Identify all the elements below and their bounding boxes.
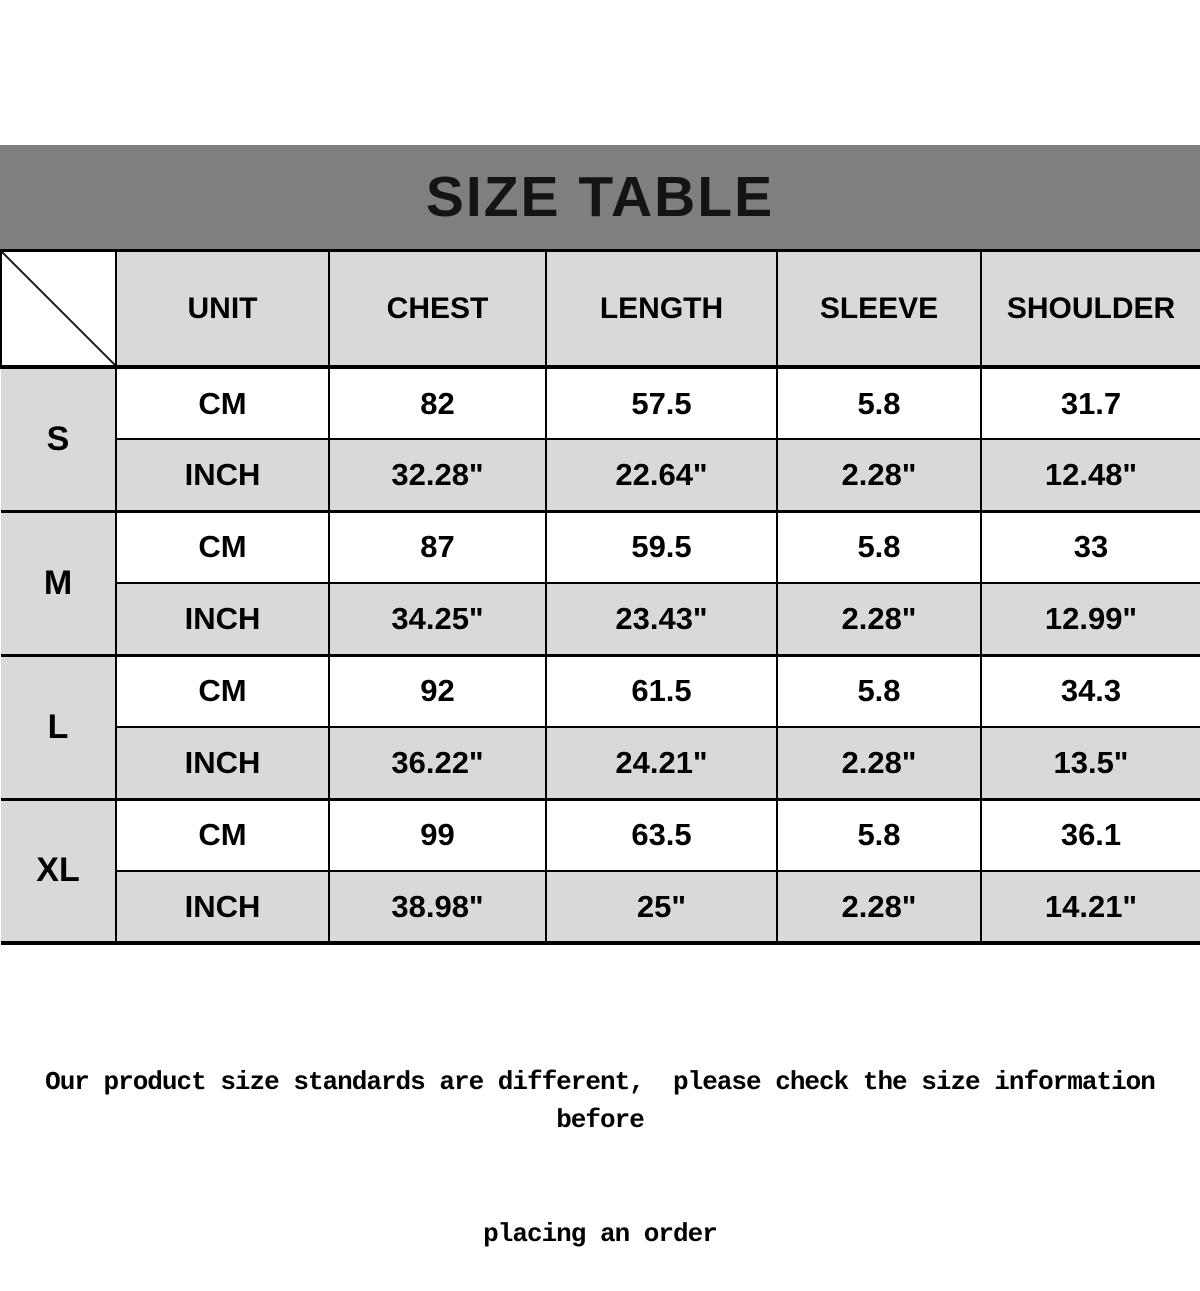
unit-cell: CM (115, 653, 330, 728)
col-header-sleeve: SLEEVE (776, 249, 982, 369)
length-cell: 61.5 (545, 653, 778, 728)
title-band: SIZE TABLE (0, 145, 1200, 249)
size-label-l: L (1, 653, 117, 800)
sleeve-cell: 5.8 (776, 797, 982, 872)
unit-cell: INCH (115, 438, 330, 512)
shoulder-cell: 12.99" (980, 582, 1200, 656)
row-l-cm: L CM 92 61.5 5.8 34.3 (1, 653, 1200, 800)
chest-cell: 38.98" (328, 870, 547, 945)
unit-cell: CM (115, 365, 330, 440)
chest-cell: 92 (328, 653, 547, 728)
col-header-chest: CHEST (328, 249, 547, 369)
size-label-m: M (1, 509, 117, 656)
unit-cell: INCH (115, 582, 330, 656)
shoulder-cell: 13.5" (980, 726, 1200, 800)
sleeve-cell: 2.28" (776, 438, 982, 512)
col-header-shoulder: SHOULDER (980, 249, 1200, 369)
row-xl-cm: XL CM 99 63.5 5.8 36.1 (1, 797, 1200, 945)
chest-cell: 82 (328, 365, 547, 440)
sleeve-cell: 5.8 (776, 365, 982, 440)
row-l-inch: INCH 36.22" 24.21" 2.28" 13.5" (1, 726, 1200, 800)
row-s-cm: S CM 82 57.5 5.8 31.7 (1, 365, 1200, 512)
shoulder-cell: 34.3 (980, 653, 1200, 728)
sleeve-cell: 2.28" (776, 870, 982, 945)
col-header-unit: UNIT (115, 249, 330, 369)
chest-cell: 34.25" (328, 582, 547, 656)
chest-cell: 87 (328, 509, 547, 584)
top-whitespace (0, 0, 1200, 145)
size-disclaimer-note: Our product size standards are different… (0, 987, 1200, 1291)
length-cell: 24.21" (545, 726, 778, 800)
unit-cell: INCH (115, 870, 330, 945)
length-cell: 63.5 (545, 797, 778, 872)
unit-cell: CM (115, 797, 330, 872)
chest-cell: 32.28" (328, 438, 547, 512)
size-table: UNIT CHEST LENGTH SLEEVE SHOULDER S CM 8… (0, 249, 1200, 945)
length-cell: 23.43" (545, 582, 778, 656)
sleeve-cell: 2.28" (776, 582, 982, 656)
shoulder-cell: 14.21" (980, 870, 1200, 945)
header-row: UNIT CHEST LENGTH SLEEVE SHOULDER (0, 249, 1200, 369)
size-label-s: S (1, 365, 117, 512)
length-cell: 22.64" (545, 438, 778, 512)
chest-cell: 99 (328, 797, 547, 872)
note-line-2: placing an order (483, 1219, 718, 1249)
note-line-1: Our product size standards are different… (45, 1067, 1170, 1135)
shoulder-cell: 33 (980, 509, 1200, 584)
chest-cell: 36.22" (328, 726, 547, 800)
length-cell: 59.5 (545, 509, 778, 584)
unit-cell: CM (115, 509, 330, 584)
row-s-inch: INCH 32.28" 22.64" 2.28" 12.48" (1, 438, 1200, 512)
length-cell: 57.5 (545, 365, 778, 440)
sleeve-cell: 2.28" (776, 726, 982, 800)
page-title: SIZE TABLE (425, 165, 775, 229)
shoulder-cell: 12.48" (980, 438, 1200, 512)
row-m-cm: M CM 87 59.5 5.8 33 (1, 509, 1200, 656)
diagonal-corner-cell (0, 249, 117, 369)
col-header-length: LENGTH (545, 249, 778, 369)
diagonal-line-icon (2, 252, 115, 365)
unit-cell: INCH (115, 726, 330, 800)
sleeve-cell: 5.8 (776, 653, 982, 728)
shoulder-cell: 31.7 (980, 365, 1200, 440)
size-label-xl: XL (1, 797, 117, 945)
shoulder-cell: 36.1 (980, 797, 1200, 872)
row-xl-inch: INCH 38.98" 25" 2.28" 14.21" (1, 870, 1200, 945)
row-m-inch: INCH 34.25" 23.43" 2.28" 12.99" (1, 582, 1200, 656)
sleeve-cell: 5.8 (776, 509, 982, 584)
length-cell: 25" (545, 870, 778, 945)
